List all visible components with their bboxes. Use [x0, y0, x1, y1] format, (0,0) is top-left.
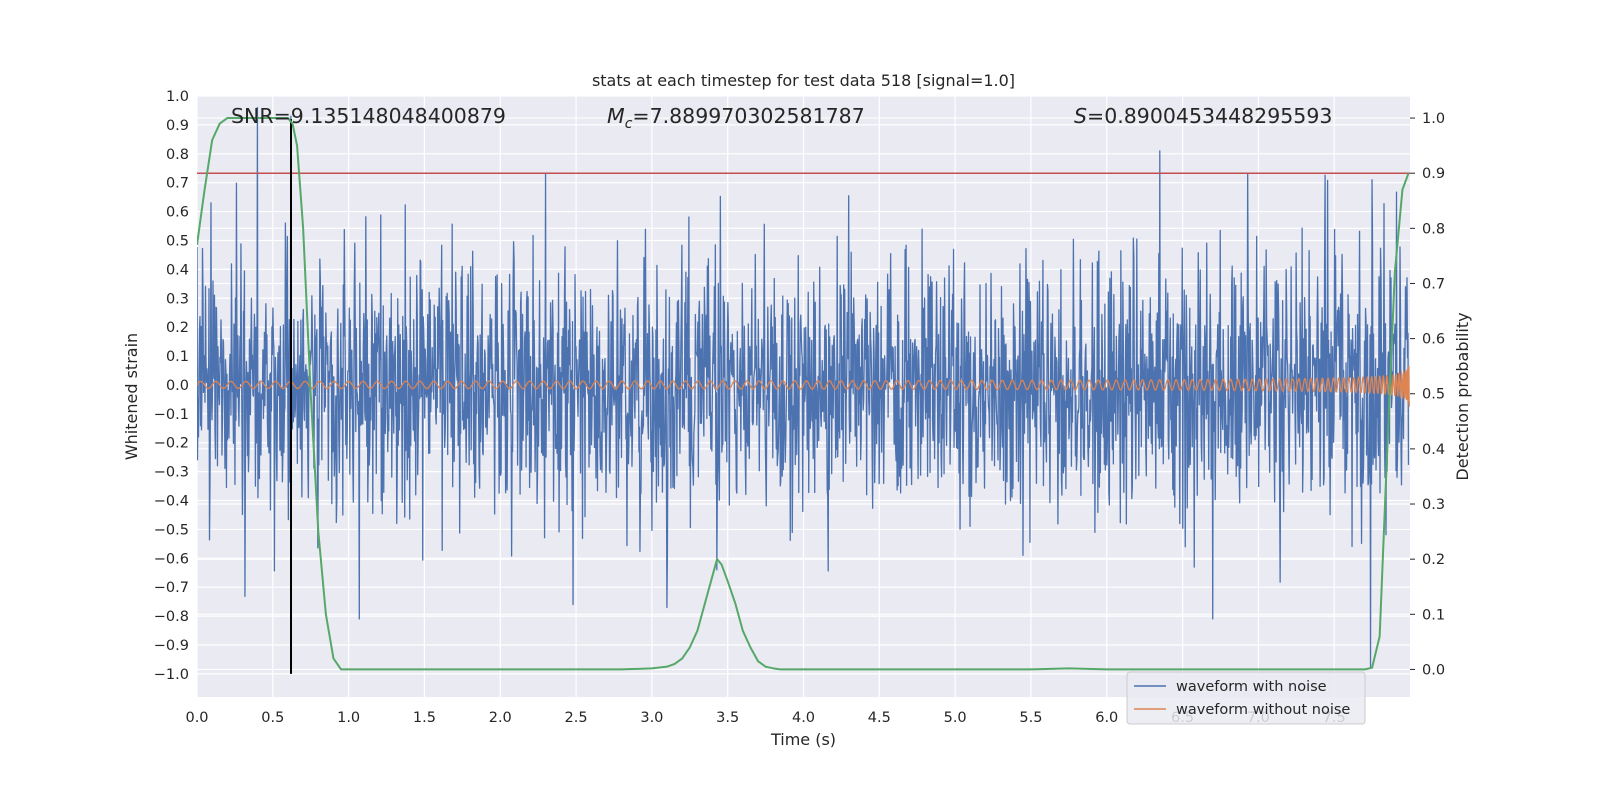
chart-title: stats at each timestep for test data 518…	[592, 71, 1015, 90]
y-tick-label: 0.2	[166, 320, 189, 336]
y2-tick-label: 0.2	[1422, 552, 1445, 568]
y-tick-label: 0.8	[166, 147, 189, 163]
series-detection-probability	[197, 117, 1410, 671]
y-tick-label: 0.1	[166, 349, 189, 365]
y2-tick-label: 0.8	[1422, 221, 1445, 237]
y2-tick-label: 0.6	[1422, 332, 1445, 348]
y-tick-label: −0.4	[154, 494, 189, 510]
x-tick-label: 3.5	[716, 710, 739, 726]
x-tick-label: 3.0	[640, 710, 663, 726]
y-tick-label: 0.6	[166, 205, 189, 221]
y-tick-label: 0.3	[166, 291, 189, 307]
y2-axis-label: Detection probability	[1453, 312, 1472, 480]
legend-box	[1126, 671, 1366, 725]
tick-labels: 0.00.51.01.52.02.53.03.54.04.55.05.56.06…	[154, 89, 1445, 726]
x-tick-label: 4.5	[868, 710, 891, 726]
x-tick-label: 4.0	[792, 710, 815, 726]
x-tick-label: 0.5	[261, 710, 284, 726]
x-tick-label: 2.5	[565, 710, 588, 726]
x-tick-label: 5.5	[1019, 710, 1042, 726]
y-axis-label: Whitened strain	[122, 333, 141, 460]
plot-clip-group	[197, 106, 1410, 674]
y-tick-label: −0.2	[154, 436, 189, 452]
y-tick-label: −0.5	[154, 522, 189, 538]
x-tick-label: 0.0	[185, 710, 208, 726]
y-tick-label: 0.4	[166, 262, 189, 278]
y2-tick-label: 0.0	[1422, 662, 1445, 678]
y2-tick-label: 0.5	[1422, 387, 1445, 403]
y-tick-label: 0.9	[166, 118, 189, 134]
legend-label-clean: waveform without noise	[1176, 702, 1350, 718]
legend: waveform with noise waveform without noi…	[1126, 671, 1366, 725]
y-tick-label: −1.0	[154, 667, 189, 683]
y-tick-label: 0.0	[166, 378, 189, 394]
chirp-mass-annotation: Mc=7.889970302581787	[607, 104, 865, 132]
snr-annotation: SNR=9.135148048400879	[231, 104, 506, 128]
chirp-mass-value: =7.889970302581787	[632, 104, 864, 128]
s-annotation: S=0.8900453448295593	[1074, 104, 1332, 128]
x-tick-label: 5.0	[944, 710, 967, 726]
series-layer	[197, 106, 1410, 674]
chirp-mass-symbol: M	[607, 104, 625, 128]
y2-tick-label: 0.7	[1422, 276, 1445, 292]
y-tick-label: 0.5	[166, 233, 189, 249]
y2-tick-label: 0.3	[1422, 497, 1445, 513]
y-tick-label: −0.1	[154, 407, 189, 423]
x-tick-label: 1.0	[337, 710, 360, 726]
s-value: =0.8900453448295593	[1087, 104, 1332, 128]
y-tick-label: −0.6	[154, 551, 189, 567]
y2-tick-label: 0.1	[1422, 607, 1445, 623]
y-tick-label: −0.9	[154, 638, 189, 654]
y-tick-label: −0.7	[154, 580, 189, 596]
x-tick-label: 2.0	[489, 710, 512, 726]
series-waveform-with-noise	[197, 106, 1410, 669]
y-tick-label: 1.0	[166, 89, 189, 105]
y2-tick-label: 0.9	[1422, 166, 1445, 182]
legend-label-noise: waveform with noise	[1176, 679, 1327, 695]
chirp-mass-subscript: c	[625, 116, 633, 132]
x-axis-label: Time (s)	[770, 730, 836, 749]
y2-tick-label: 0.4	[1422, 442, 1445, 458]
y-tick-label: −0.3	[154, 465, 189, 481]
x-tick-label: 6.0	[1095, 710, 1118, 726]
y-tick-label: −0.8	[154, 609, 189, 625]
series-waveform-without-noise	[197, 365, 1410, 407]
s-symbol: S	[1074, 104, 1087, 128]
x-tick-label: 1.5	[413, 710, 436, 726]
y2-tick-label: 1.0	[1422, 111, 1445, 127]
y-tick-label: 0.7	[166, 176, 189, 192]
